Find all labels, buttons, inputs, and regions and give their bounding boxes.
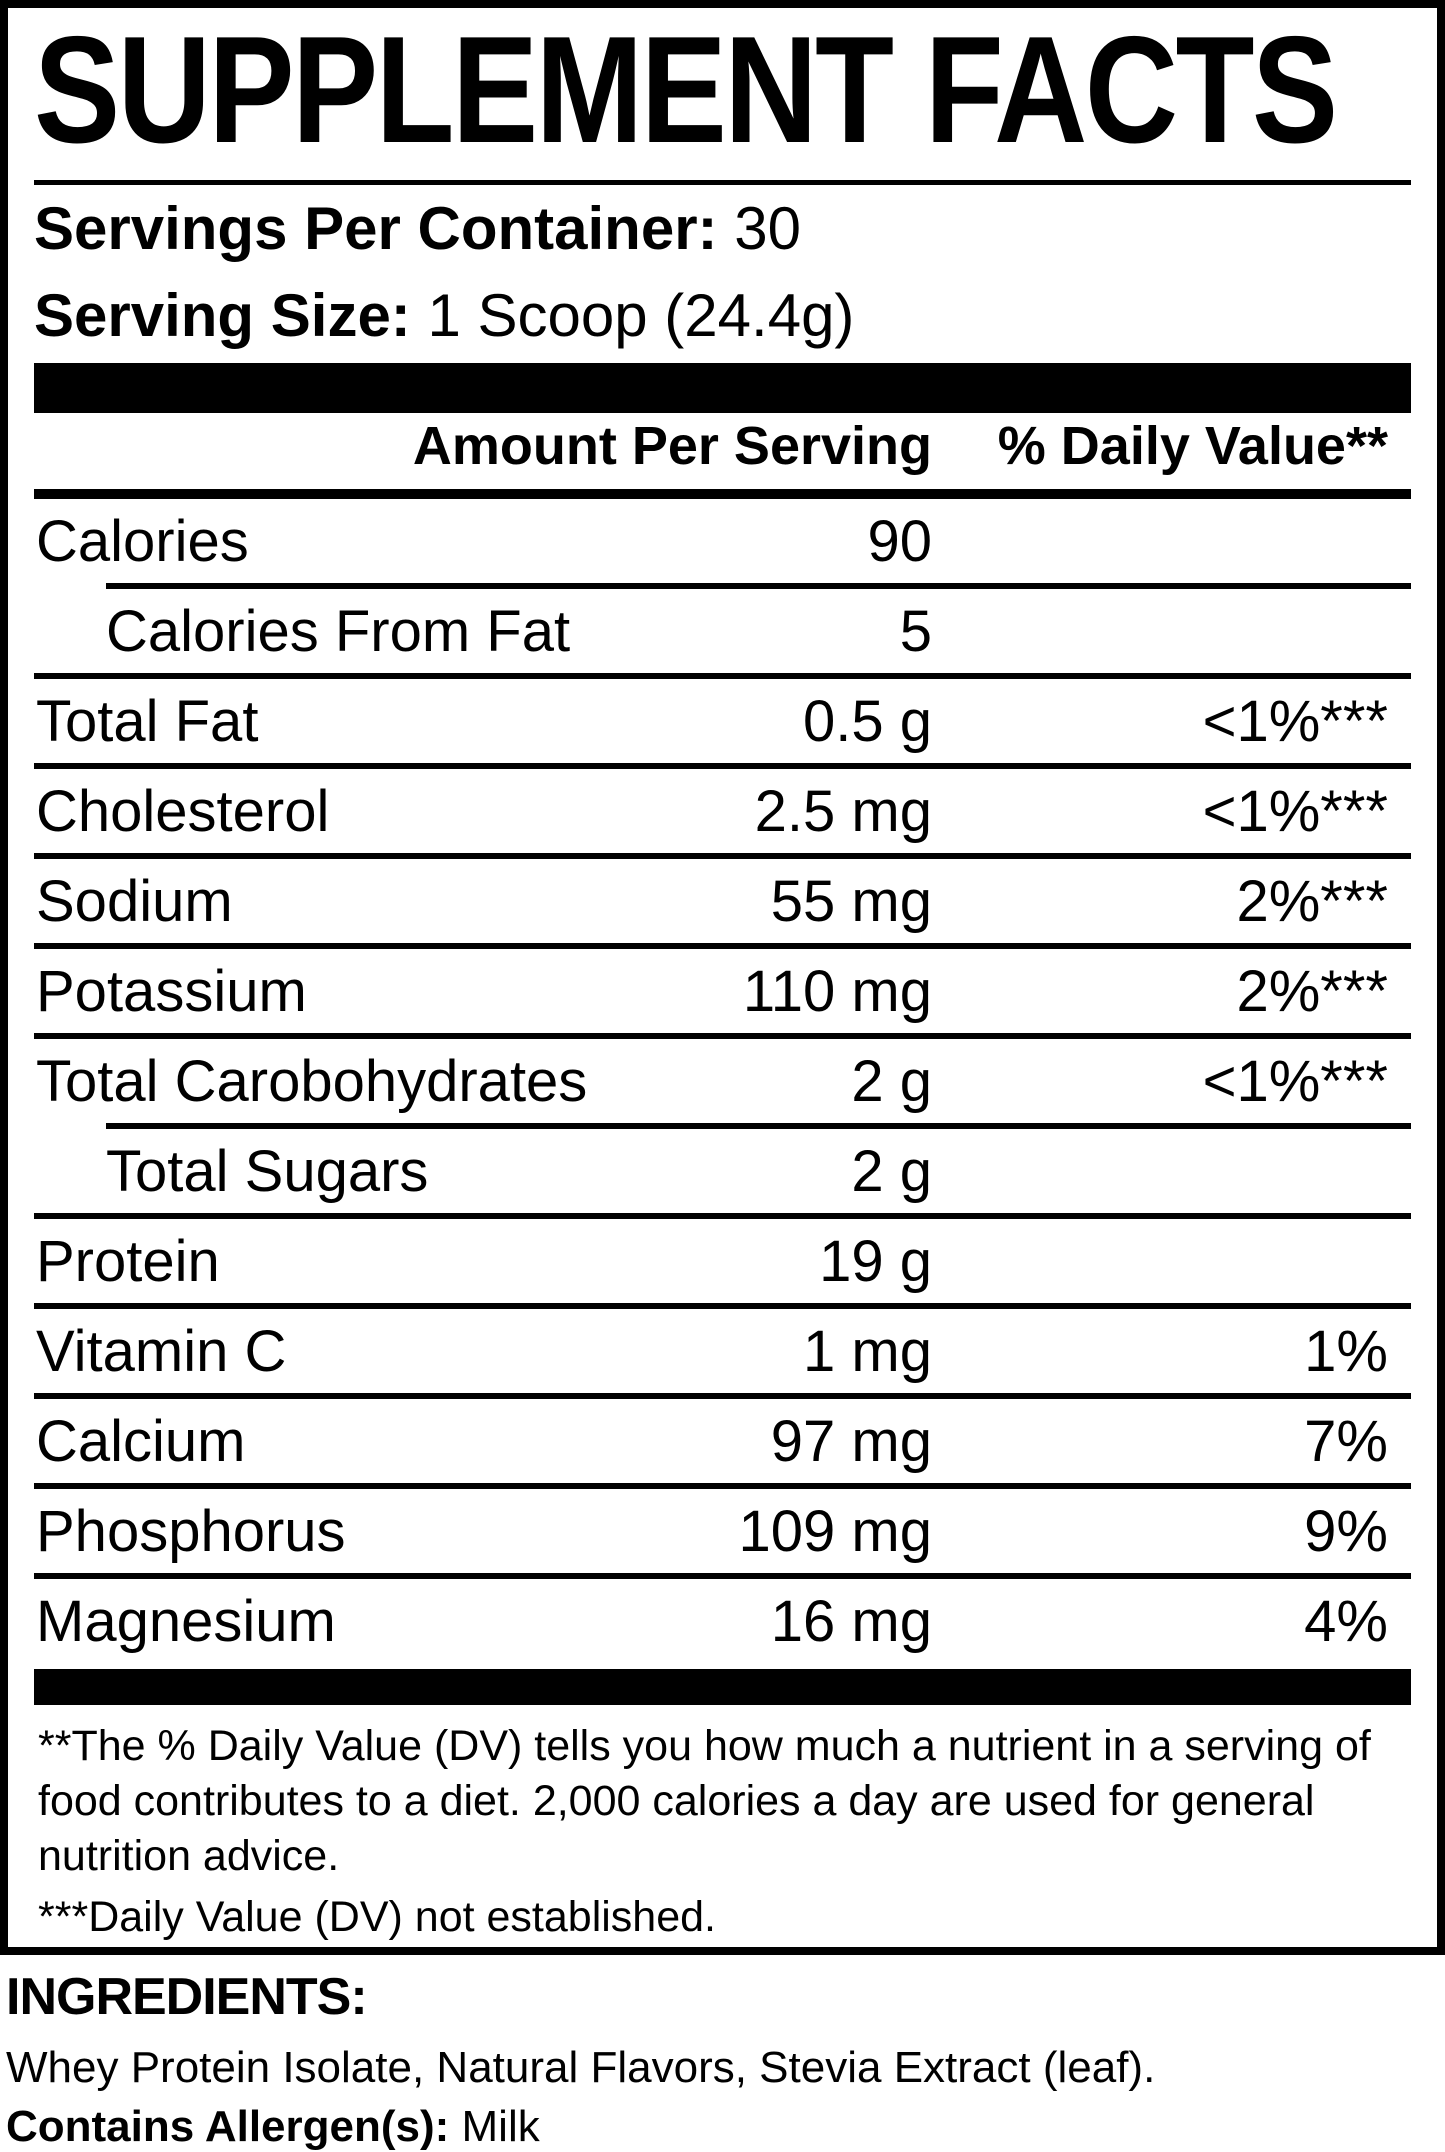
nutrient-amount: 55 mg [770, 868, 932, 934]
nutrient-name: Total Fat [36, 688, 259, 754]
row-separator [106, 1123, 1411, 1129]
nutrient-amount: 2 g [851, 1138, 932, 1204]
table-row: Vitamin C 1 mg 1% [34, 1309, 1411, 1393]
allergen-value: Milk [461, 2101, 540, 2151]
panel-title: SUPPLEMENT FACTS [34, 5, 1338, 175]
nutrient-name: Calcium [36, 1408, 246, 1474]
table-row: Sodium 55 mg 2%*** [34, 859, 1411, 943]
nutrient-amount: 16 mg [770, 1588, 932, 1654]
nutrient-name: Total Carobohydrates [36, 1048, 588, 1114]
nutrient-name: Phosphorus [36, 1498, 346, 1564]
nutrient-name: Calories [36, 508, 249, 574]
nutrient-amount: 2 g [851, 1048, 932, 1114]
nutrient-daily-value: <1%*** [1202, 688, 1388, 754]
section-black-bar-top [34, 363, 1411, 413]
row-separator [34, 1303, 1411, 1309]
nutrient-amount: 110 mg [742, 958, 932, 1024]
nutrient-amount: 2.5 mg [754, 778, 932, 844]
table-row: Total Sugars 2 g [34, 1129, 1411, 1213]
nutrient-name: Protein [36, 1228, 220, 1294]
daily-value-footnote: **The % Daily Value (DV) tells you how m… [38, 1722, 1371, 1880]
row-separator [34, 763, 1411, 769]
table-row: Phosphorus 109 mg 9% [34, 1489, 1411, 1573]
table-row: Protein 19 g [34, 1219, 1411, 1303]
nutrient-amount: 109 mg [738, 1498, 932, 1564]
row-separator [34, 673, 1411, 679]
servings-per-container-label: Servings Per Container: [34, 195, 718, 262]
table-header: Amount Per Serving % Daily Value** [34, 413, 1411, 489]
nutrient-name: Total Sugars [106, 1138, 429, 1204]
row-separator [34, 1483, 1411, 1489]
amount-per-serving-header: Amount Per Serving [412, 416, 932, 476]
daily-value-header: % Daily Value** [997, 416, 1388, 476]
nutrient-amount: 1 mg [803, 1318, 932, 1384]
nutrient-daily-value: <1%*** [1202, 778, 1388, 844]
nutrient-name: Potassium [36, 958, 307, 1024]
nutrient-amount: 97 mg [770, 1408, 932, 1474]
row-separator [106, 583, 1411, 589]
row-separator [34, 1393, 1411, 1399]
nutrient-amount: 90 [867, 508, 932, 574]
nutrient-daily-value: <1%*** [1202, 1048, 1388, 1114]
row-separator [34, 853, 1411, 859]
nutrient-daily-value: 7% [1304, 1408, 1388, 1474]
nutrient-name: Calories From Fat [106, 598, 571, 664]
supplement-facts-panel: SUPPLEMENT FACTS Servings Per Container:… [0, 0, 1445, 1955]
table-row: Calcium 97 mg 7% [34, 1399, 1411, 1483]
nutrient-amount: 0.5 g [803, 688, 932, 754]
nutrient-name: Vitamin C [36, 1318, 287, 1384]
nutrient-amount: 5 [899, 598, 932, 664]
table-row: Total Fat 0.5 g <1%*** [34, 679, 1411, 763]
table-row: Cholesterol 2.5 mg <1%*** [34, 769, 1411, 853]
nutrient-daily-value: 2%*** [1236, 868, 1388, 934]
servings-per-container-line: Servings Per Container: 30 [34, 197, 1411, 260]
row-separator [34, 943, 1411, 949]
ingredients-section: INGREDIENTS: Whey Protein Isolate, Natur… [0, 1955, 1445, 2152]
row-separator [34, 1033, 1411, 1039]
nutrient-name: Cholesterol [36, 778, 330, 844]
ingredients-list: Whey Protein Isolate, Natural Flavors, S… [6, 2043, 1156, 2092]
nutrient-daily-value: 9% [1304, 1498, 1388, 1564]
allergen-line: Contains Allergen(s): Milk [6, 2102, 1435, 2152]
table-row: Calories 90 [34, 499, 1411, 583]
nutrient-daily-value: 2%*** [1236, 958, 1388, 1024]
title-divider [34, 180, 1411, 185]
nutrient-daily-value: 4% [1304, 1588, 1388, 1654]
header-divider [34, 489, 1411, 499]
table-row: Magnesium 16 mg 4% [34, 1579, 1411, 1663]
table-row: Potassium 110 mg 2%*** [34, 949, 1411, 1033]
nutrient-name: Magnesium [36, 1588, 336, 1654]
table-row: Calories From Fat 5 [34, 589, 1411, 673]
serving-size-value: 1 Scoop (24.4g) [427, 282, 855, 349]
nutrient-daily-value: 1% [1304, 1318, 1388, 1384]
table-row: Total Carobohydrates 2 g <1%*** [34, 1039, 1411, 1123]
row-separator [34, 1213, 1411, 1219]
row-separator [34, 1573, 1411, 1579]
servings-per-container-value: 30 [734, 195, 801, 262]
allergen-label: Contains Allergen(s): [6, 2101, 450, 2151]
serving-size-label: Serving Size: [34, 282, 411, 349]
nutrition-table: Calories 90 Calories From Fat 5 Total Fat 0.5… [34, 499, 1411, 1663]
section-black-bar-bottom [34, 1669, 1411, 1705]
ingredients-heading: INGREDIENTS: [6, 1968, 368, 2026]
serving-size-line: Serving Size: 1 Scoop (24.4g) [34, 284, 1411, 347]
nutrient-amount: 19 g [819, 1228, 932, 1294]
nutrient-name: Sodium [36, 868, 233, 934]
not-established-footnote: ***Daily Value (DV) not established. [38, 1893, 716, 1941]
